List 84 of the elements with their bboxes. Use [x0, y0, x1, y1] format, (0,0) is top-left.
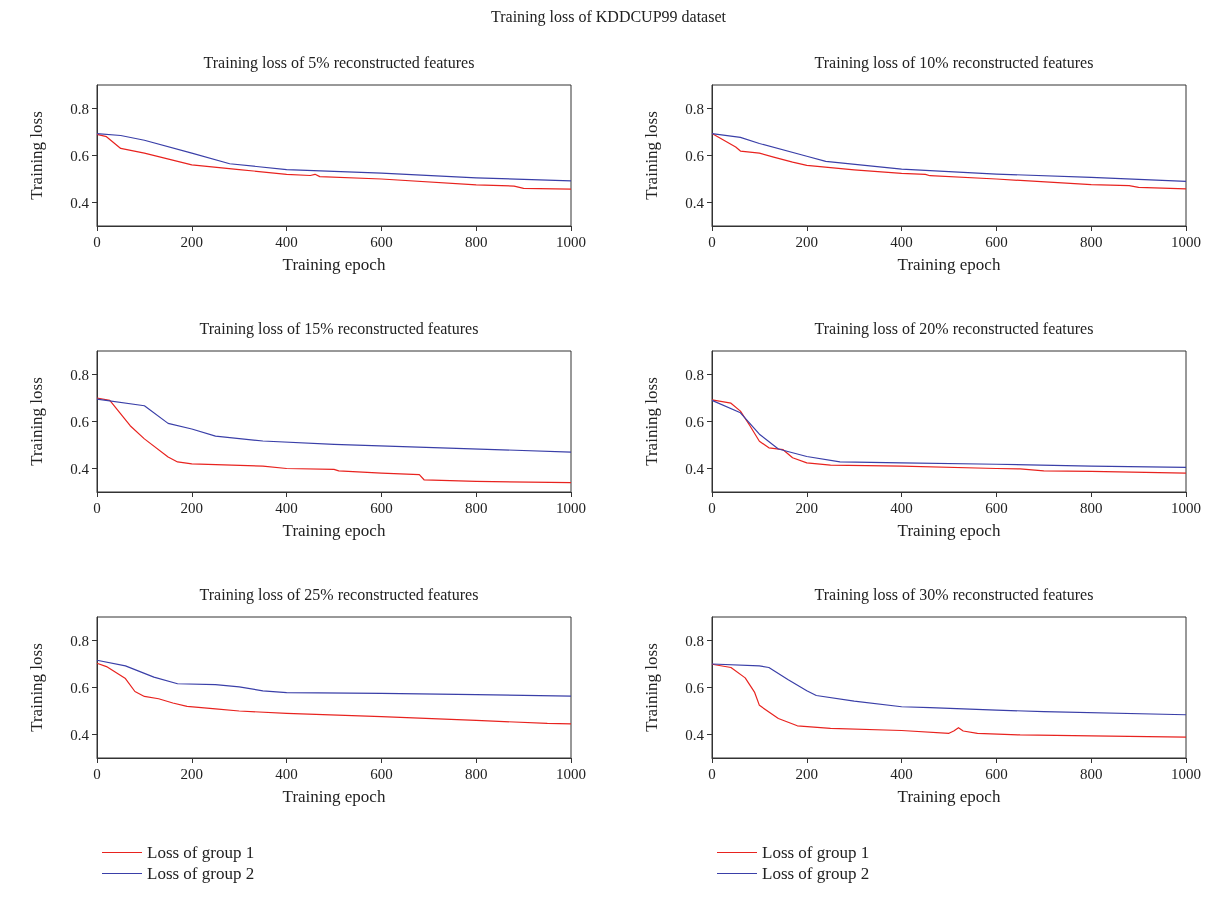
- x-tick-label: 200: [180, 765, 204, 782]
- y-tick-label: 0.8: [70, 100, 89, 117]
- chart-title: Training loss of 30% reconstructed features: [814, 585, 1094, 604]
- y-tick-label: 0.8: [685, 100, 704, 117]
- chart-title: Training loss of 10% reconstructed features: [814, 53, 1094, 72]
- x-tick-label: 1000: [556, 765, 586, 782]
- x-tick-label: 200: [180, 499, 204, 516]
- x-tick-label: 600: [370, 765, 393, 782]
- x-axis-title: Training epoch: [897, 521, 1001, 540]
- line-series: [711, 132, 1187, 190]
- line-series: [711, 133, 1187, 182]
- y-tick-label: 0.6: [685, 147, 705, 164]
- x-tick-label: 1000: [556, 499, 586, 516]
- y-axis-title: Training loss: [27, 643, 46, 732]
- chart-title: Training loss of 20% reconstructed features: [814, 319, 1094, 338]
- x-tick-label: 600: [985, 499, 1008, 516]
- x-axis-title: Training epoch: [282, 521, 386, 540]
- chart-title: Training loss of 5% reconstructed features: [203, 53, 475, 72]
- x-axis-title: Training epoch: [282, 787, 386, 806]
- y-tick-label: 0.4: [70, 726, 90, 743]
- legend-label: Loss of group 2: [762, 864, 870, 883]
- text: Training loss of KDDCUP99 dataset: [490, 8, 727, 26]
- x-tick-label: 400: [275, 765, 298, 782]
- x-tick-label: 0: [93, 233, 101, 250]
- chart-title: Training loss of 25% reconstructed features: [199, 585, 479, 604]
- x-tick-label: 400: [890, 765, 913, 782]
- y-tick-label: 0.8: [685, 632, 704, 649]
- x-tick-label: 800: [1079, 233, 1103, 250]
- y-axis-title: Training loss: [27, 111, 46, 200]
- y-tick-label: 0.8: [70, 632, 89, 649]
- x-tick-label: 600: [985, 765, 1008, 782]
- x-tick-label: 1000: [1171, 765, 1201, 782]
- y-axis-title: Training loss: [642, 643, 661, 732]
- line-series: [96, 662, 572, 725]
- x-tick-label: 400: [890, 499, 913, 516]
- line-series: [711, 663, 1187, 716]
- x-tick-label: 0: [708, 765, 716, 782]
- x-tick-label: 600: [370, 499, 393, 516]
- x-tick-label: 600: [985, 233, 1008, 250]
- x-tick-label: 1000: [1171, 499, 1201, 516]
- y-axis-title: Training loss: [27, 377, 46, 466]
- x-tick-label: 600: [370, 233, 393, 250]
- x-tick-label: 800: [464, 499, 488, 516]
- x-tick-label: 0: [93, 499, 101, 516]
- legend-label: Loss of group 1: [147, 843, 255, 862]
- y-tick-label: 0.6: [685, 413, 705, 430]
- line-series: [96, 659, 572, 697]
- chart-title: Training loss of 15% reconstructed features: [199, 319, 479, 338]
- y-tick-label: 0.4: [685, 194, 705, 211]
- x-axis-title: Training epoch: [897, 787, 1001, 806]
- y-tick-label: 0.4: [685, 726, 705, 743]
- x-tick-label: 800: [464, 765, 488, 782]
- x-tick-label: 800: [1079, 499, 1103, 516]
- y-tick-label: 0.4: [70, 194, 90, 211]
- line-series: [96, 397, 572, 484]
- legend-label: Loss of group 1: [762, 843, 870, 862]
- y-tick-label: 0.6: [70, 679, 90, 696]
- x-tick-label: 200: [795, 233, 819, 250]
- y-axis-title: Training loss: [642, 377, 661, 466]
- x-tick-label: 200: [795, 765, 819, 782]
- x-tick-label: 200: [180, 233, 204, 250]
- y-tick-label: 0.6: [70, 147, 90, 164]
- x-tick-label: 800: [1079, 765, 1103, 782]
- y-tick-label: 0.4: [70, 460, 90, 477]
- line-series: [96, 398, 572, 453]
- x-tick-label: 1000: [1171, 233, 1201, 250]
- x-axis-title: Training epoch: [897, 255, 1001, 274]
- x-tick-label: 800: [464, 233, 488, 250]
- x-tick-label: 1000: [556, 233, 586, 250]
- x-tick-label: 400: [275, 233, 298, 250]
- x-axis-title: Training epoch: [282, 255, 386, 274]
- x-tick-label: 0: [708, 233, 716, 250]
- x-tick-label: 400: [275, 499, 298, 516]
- x-tick-label: 200: [795, 499, 819, 516]
- y-tick-label: 0.6: [70, 413, 90, 430]
- y-tick-label: 0.8: [70, 366, 89, 383]
- y-tick-label: 0.6: [685, 679, 705, 696]
- y-axis-title: Training loss: [642, 111, 661, 200]
- y-tick-label: 0.8: [685, 366, 704, 383]
- legend-label: Loss of group 2: [147, 864, 255, 883]
- x-tick-label: 400: [890, 233, 913, 250]
- x-tick-label: 0: [93, 765, 101, 782]
- y-tick-label: 0.4: [685, 460, 705, 477]
- x-tick-label: 0: [708, 499, 716, 516]
